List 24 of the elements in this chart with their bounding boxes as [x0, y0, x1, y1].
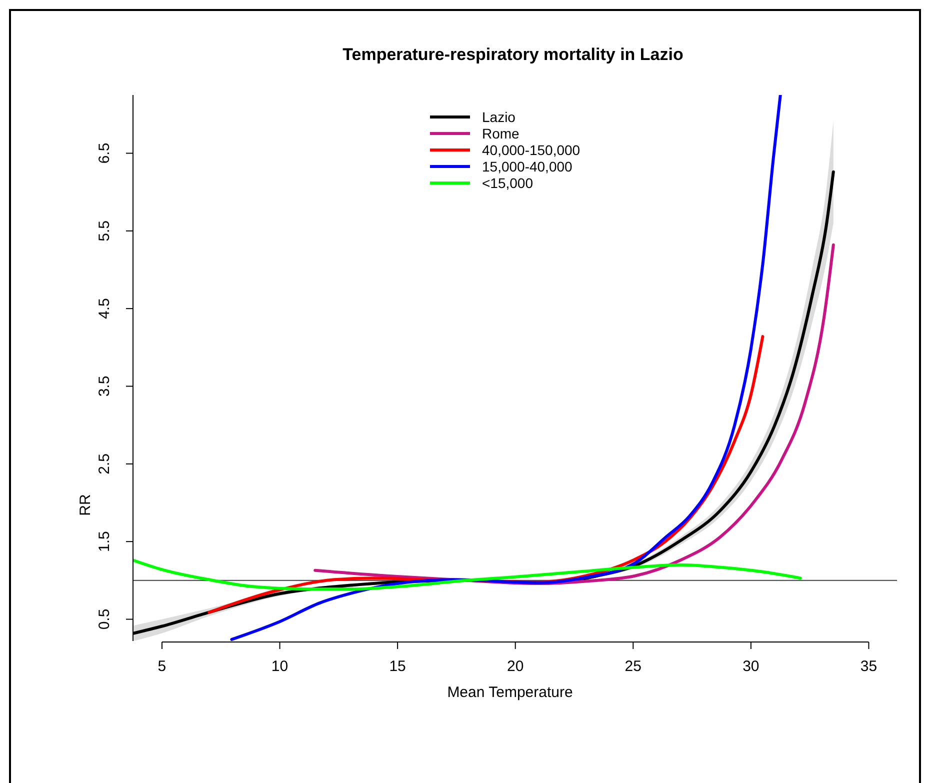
x-tick-label: 15	[389, 658, 406, 675]
y-tick-label: 2.5	[96, 453, 113, 474]
y-tick-label: 5.5	[96, 220, 113, 242]
y-tick-label: 4.5	[96, 298, 113, 320]
legend-label: <15,000	[482, 175, 534, 191]
y-tick-label: 6.5	[96, 142, 113, 164]
legend-label: 15,000-40,000	[482, 158, 573, 174]
y-tick-label: 3.5	[96, 376, 113, 397]
chart-title: Temperature-respiratory mortality in Lazio	[342, 45, 684, 64]
y-axis-title: RR	[77, 494, 94, 516]
x-axis-title: Mean Temperature	[447, 684, 573, 701]
y-tick-label: 0.5	[96, 608, 113, 630]
legend-label: Lazio	[482, 109, 516, 125]
x-tick-label: 35	[860, 658, 878, 675]
y-tick-label: 1.5	[96, 531, 113, 552]
legend-label: Rome	[482, 126, 520, 142]
x-tick-label: 25	[624, 658, 642, 675]
x-tick-label: 30	[742, 658, 760, 675]
x-tick-label: 5	[158, 658, 166, 675]
line-series	[230, 95, 782, 641]
x-tick-label: 20	[507, 658, 524, 675]
line-series	[133, 558, 802, 590]
x-tick-label: 10	[271, 658, 288, 675]
legend-label: 40,000-150,000	[482, 142, 580, 158]
